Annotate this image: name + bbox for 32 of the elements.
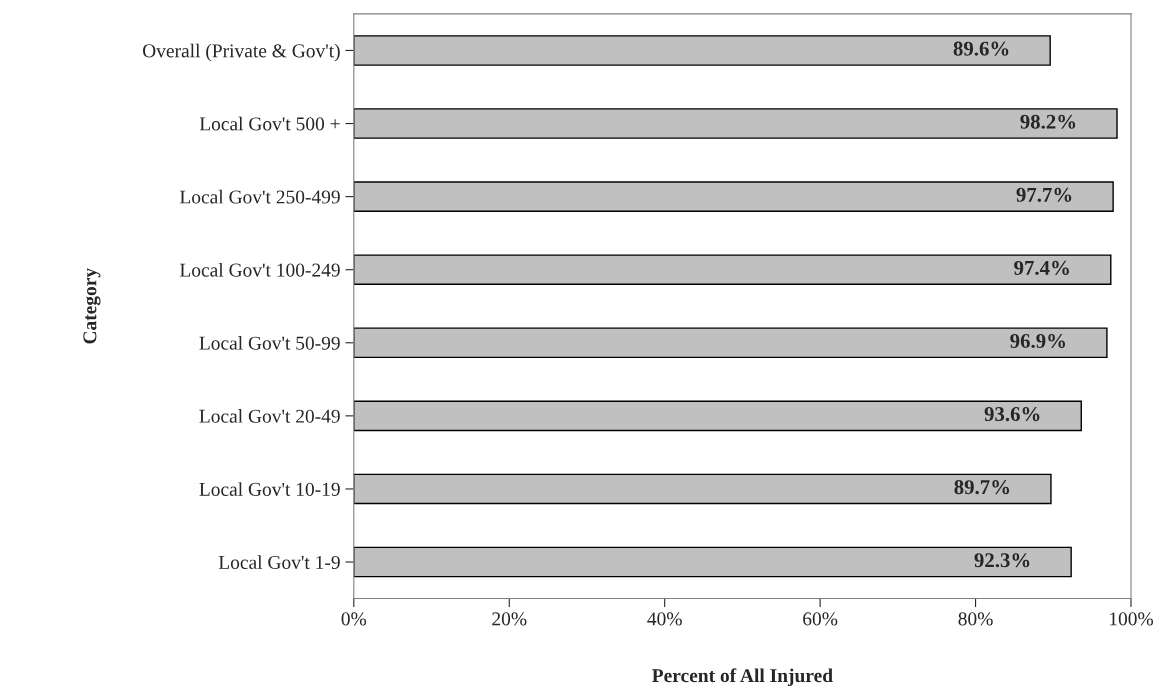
- x-tick-label: 0%: [341, 612, 367, 626]
- bar: [353, 181, 1114, 212]
- x-tick-label: 40%: [647, 612, 682, 626]
- data-label: 89.7%: [954, 480, 1010, 495]
- bar: [353, 400, 1082, 432]
- bar: [353, 473, 1052, 505]
- data-label: 93.6%: [984, 407, 1040, 422]
- y-tick-label: Local Gov't 250-499: [179, 189, 340, 204]
- y-tick-label: Local Gov't 10-19: [199, 482, 340, 496]
- x-tick-label: 100%: [1110, 612, 1154, 626]
- y-tick-label: Local Gov't 20-49: [199, 409, 340, 423]
- y-tick-label: Local Gov't 500 +: [199, 116, 340, 131]
- x-tick-label: 20%: [492, 612, 527, 626]
- bar: [353, 108, 1118, 139]
- bar: [353, 546, 1072, 578]
- x-axis-title: Percent of All Injured: [652, 668, 833, 687]
- data-label: 92.3%: [974, 553, 1030, 568]
- y-tick-label: Overall (Private & Gov't): [142, 43, 340, 62]
- x-tick-label: 60%: [803, 612, 838, 626]
- data-label: 97.7%: [1016, 187, 1072, 202]
- data-label: 96.9%: [1010, 333, 1066, 349]
- data-label: 89.6%: [953, 41, 1009, 56]
- bar: [353, 254, 1112, 286]
- x-tick-label: 80%: [958, 612, 993, 626]
- y-tick-label: Local Gov't 50-99: [199, 336, 340, 350]
- y-tick-label: Local Gov't 1-9: [218, 555, 340, 569]
- data-label: 98.2%: [1020, 114, 1076, 129]
- y-tick-label: Local Gov't 100-249: [179, 262, 340, 277]
- data-label: 97.4%: [1014, 260, 1069, 276]
- bar: [353, 35, 1051, 66]
- bar: [353, 327, 1108, 359]
- y-axis-title: Category: [83, 268, 101, 344]
